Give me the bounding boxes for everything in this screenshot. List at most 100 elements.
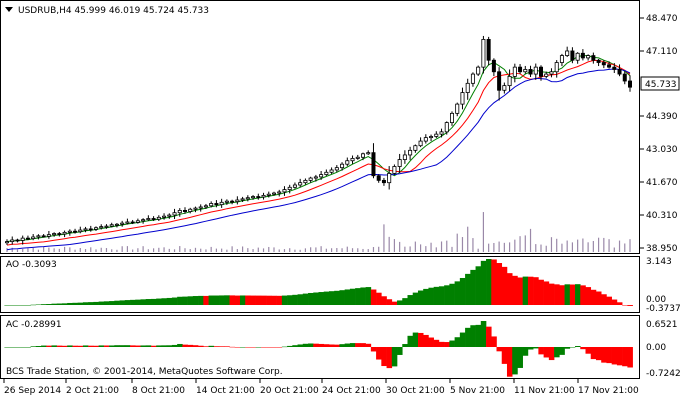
candle[interactable]: [418, 137, 423, 148]
candle[interactable]: [57, 231, 62, 237]
candle[interactable]: [203, 203, 208, 209]
candle[interactable]: [360, 152, 365, 161]
candle[interactable]: [167, 213, 172, 219]
candle[interactable]: [303, 178, 308, 185]
candle[interactable]: [329, 167, 334, 174]
candle[interactable]: [502, 82, 507, 94]
candle[interactable]: [219, 198, 224, 208]
candle[interactable]: [397, 153, 402, 173]
candle[interactable]: [261, 192, 266, 200]
candle[interactable]: [324, 169, 329, 176]
candle[interactable]: [345, 157, 350, 167]
candle[interactable]: [622, 71, 627, 85]
candle[interactable]: [52, 232, 57, 237]
candle[interactable]: [177, 208, 182, 217]
candle[interactable]: [612, 63, 617, 74]
candle[interactable]: [182, 207, 187, 214]
candle[interactable]: [507, 69, 512, 92]
candle[interactable]: [355, 154, 360, 160]
candle[interactable]: [193, 206, 198, 213]
candle[interactable]: [172, 208, 177, 220]
dropdown-arrow-icon[interactable]: [5, 7, 13, 12]
candle[interactable]: [146, 215, 151, 221]
candle[interactable]: [334, 165, 339, 173]
candle[interactable]: [586, 54, 591, 61]
candle[interactable]: [230, 199, 235, 205]
candle[interactable]: [481, 35, 486, 74]
candle[interactable]: [429, 134, 434, 142]
candle[interactable]: [387, 166, 392, 190]
candle[interactable]: [62, 230, 67, 238]
candle[interactable]: [533, 63, 538, 80]
candle[interactable]: [340, 162, 345, 171]
candle[interactable]: [298, 178, 303, 188]
candle[interactable]: [617, 64, 622, 77]
candle[interactable]: [607, 61, 612, 69]
candle[interactable]: [402, 150, 407, 164]
candle[interactable]: [523, 65, 528, 74]
candle[interactable]: [292, 182, 297, 189]
candle[interactable]: [518, 64, 523, 74]
candle[interactable]: [366, 150, 371, 155]
candle[interactable]: [224, 199, 229, 205]
candle[interactable]: [120, 220, 125, 227]
candle[interactable]: [214, 200, 219, 208]
candle[interactable]: [460, 87, 465, 110]
candle[interactable]: [188, 207, 193, 214]
candle[interactable]: [256, 193, 261, 200]
candle[interactable]: [539, 65, 544, 81]
candle[interactable]: [313, 174, 318, 182]
candle[interactable]: [376, 174, 381, 183]
candle[interactable]: [67, 229, 72, 236]
candle[interactable]: [287, 184, 292, 194]
candle[interactable]: [449, 111, 454, 126]
candle[interactable]: [78, 226, 83, 234]
candle[interactable]: [544, 71, 549, 79]
candle[interactable]: [439, 128, 444, 138]
candle[interactable]: [596, 59, 601, 67]
candle[interactable]: [109, 222, 114, 228]
candle[interactable]: [413, 144, 418, 153]
candle[interactable]: [198, 204, 203, 212]
candle[interactable]: [125, 218, 130, 225]
candle[interactable]: [580, 49, 585, 61]
candle[interactable]: [31, 234, 36, 241]
candle[interactable]: [41, 234, 46, 238]
candle[interactable]: [83, 226, 88, 233]
candle[interactable]: [20, 235, 25, 245]
candle[interactable]: [235, 196, 240, 205]
candle[interactable]: [15, 238, 20, 243]
candle[interactable]: [528, 65, 533, 78]
candle[interactable]: [135, 218, 140, 224]
candle[interactable]: [130, 219, 135, 225]
candle[interactable]: [282, 186, 287, 196]
candle[interactable]: [381, 177, 386, 186]
candle[interactable]: [245, 195, 250, 202]
candle[interactable]: [486, 36, 491, 66]
candle[interactable]: [601, 60, 606, 69]
candle[interactable]: [271, 191, 276, 196]
candle[interactable]: [455, 102, 460, 117]
candle[interactable]: [628, 75, 633, 92]
candle[interactable]: [5, 239, 10, 245]
candle[interactable]: [104, 224, 109, 229]
candle[interactable]: [308, 176, 313, 183]
candle[interactable]: [36, 234, 41, 240]
candle[interactable]: [209, 201, 214, 208]
candle[interactable]: [392, 164, 397, 175]
candle[interactable]: [46, 230, 51, 239]
candle[interactable]: [423, 134, 428, 144]
candle[interactable]: [408, 146, 413, 160]
candle[interactable]: [575, 52, 580, 64]
candle[interactable]: [114, 222, 119, 228]
candle[interactable]: [319, 170, 324, 180]
candle[interactable]: [141, 218, 146, 224]
candle[interactable]: [465, 78, 470, 100]
candle[interactable]: [350, 155, 355, 164]
candle[interactable]: [151, 216, 156, 221]
candle[interactable]: [476, 65, 481, 76]
candle[interactable]: [25, 235, 30, 241]
candle[interactable]: [73, 228, 78, 234]
candle[interactable]: [554, 60, 559, 78]
